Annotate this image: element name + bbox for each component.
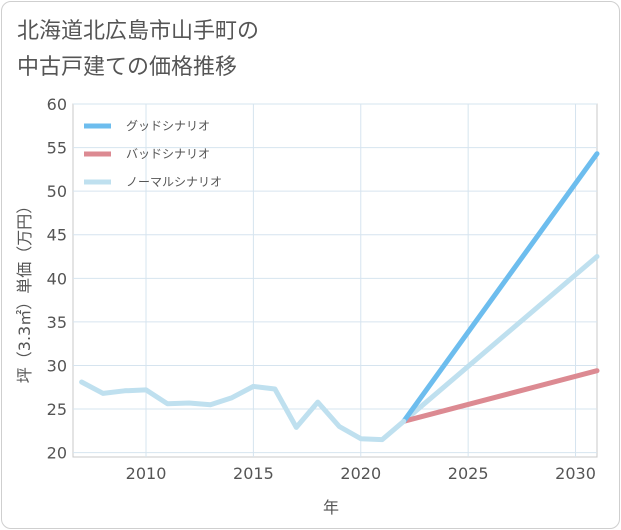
legend-label: グッドシナリオ	[126, 119, 210, 133]
series-line-normal	[401, 254, 600, 424]
title-line-2: 中古戸建ての価格推移	[17, 55, 238, 80]
x-axis-label: 年	[323, 498, 339, 517]
series-line-bad	[401, 368, 600, 424]
x-tick-label: 2030	[555, 464, 596, 483]
series-line-good	[401, 151, 600, 424]
y-tick-label: 35	[47, 313, 67, 332]
y-axis-label: 坪（3.3㎡）単価（万円）	[15, 198, 34, 383]
x-tick-label: 2015	[233, 464, 274, 483]
y-tick-label: 30	[47, 356, 67, 375]
x-tick-label: 2020	[340, 464, 381, 483]
y-tick-label: 45	[47, 226, 67, 245]
y-tick-label: 25	[47, 400, 67, 419]
y-tick-label: 55	[47, 139, 67, 158]
x-tick-label: 2025	[448, 464, 489, 483]
legend-label: ノーマルシナリオ	[126, 175, 222, 189]
y-tick-label: 50	[47, 182, 67, 201]
y-tick-label: 40	[47, 269, 67, 288]
chart-title: 北海道北広島市山手町の 中古戸建ての価格推移	[17, 14, 259, 86]
title-line-1: 北海道北広島市山手町の	[17, 19, 260, 44]
y-tick-label: 20	[47, 444, 67, 463]
legend-label: バッドシナリオ	[126, 147, 210, 161]
y-tick-label: 60	[47, 95, 67, 114]
x-tick-label: 2010	[126, 464, 167, 483]
history-line	[79, 379, 407, 443]
